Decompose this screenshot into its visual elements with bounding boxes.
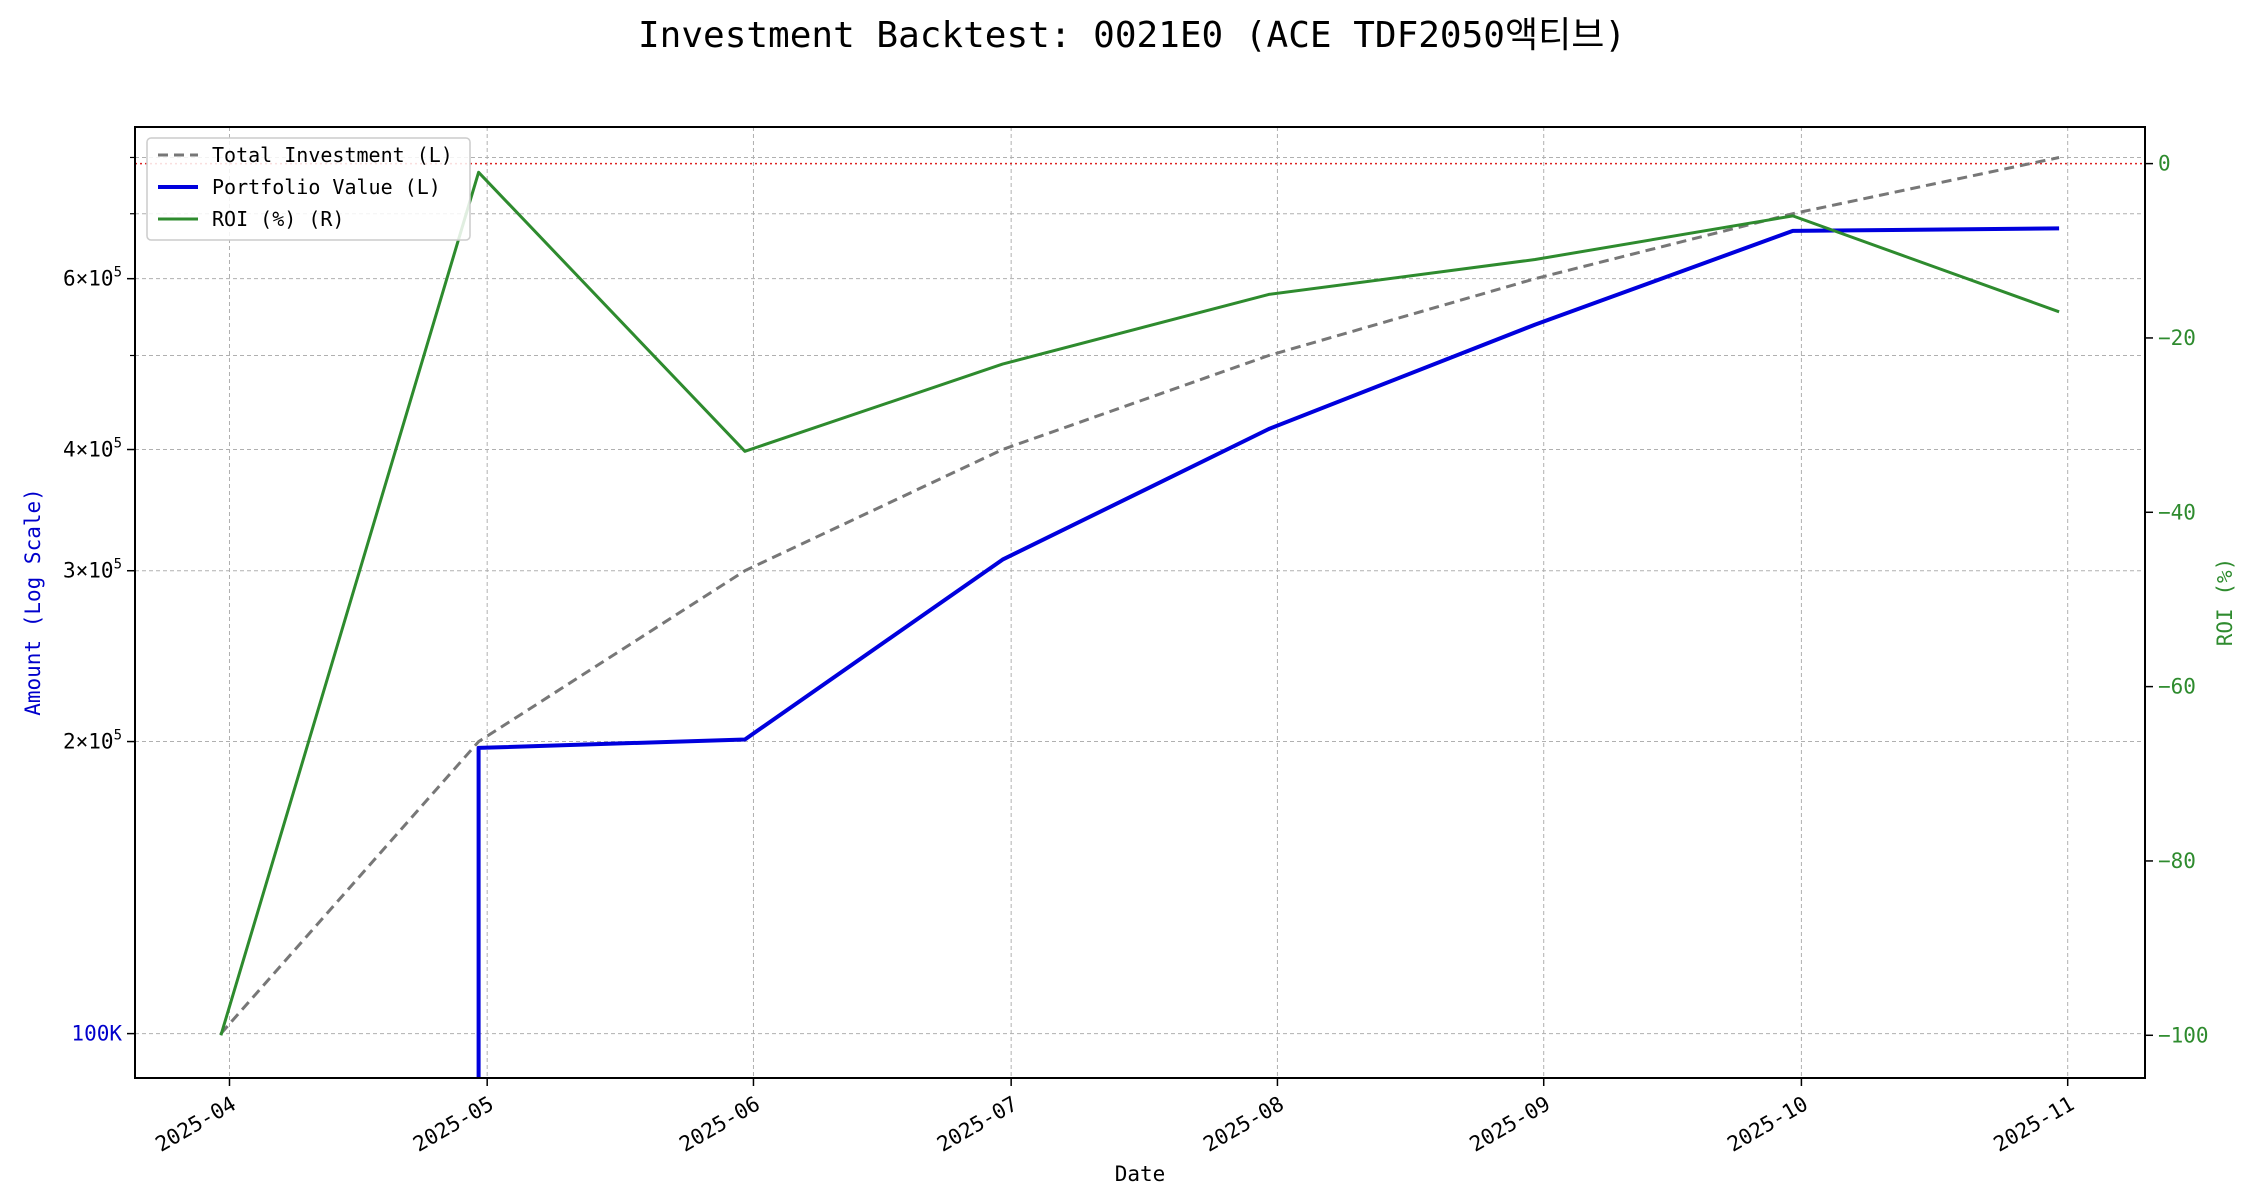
x-tick-label: 2025-11 (1990, 1092, 2079, 1157)
y-right-tick-label: −40 (2158, 500, 2196, 524)
series-line-1 (476, 226, 2060, 1078)
x-tick-label: 2025-08 (1199, 1092, 1288, 1157)
y-left-tick-label: 6×105 (63, 265, 122, 291)
y-left-tick-label: 100K (71, 1022, 122, 1046)
y-right-tick-label: −80 (2158, 849, 2196, 873)
y-right-tick-label: −60 (2158, 675, 2196, 699)
series-layer (135, 156, 2145, 1078)
x-tick-label: 2025-09 (1466, 1092, 1555, 1157)
y-right-tick-label: −20 (2158, 326, 2196, 350)
x-tick-label: 2025-07 (933, 1092, 1022, 1157)
legend-box (146, 137, 471, 241)
legend-label: ROI (%) (R) (212, 207, 344, 231)
x-tick-label: 2025-05 (409, 1092, 498, 1157)
axes-layer: 2025-04 2025-05 2025-06 2025-07 2025-08 2025-… (63, 152, 2209, 1157)
x-axis-label: Date (1115, 1162, 1166, 1186)
chart-title: Investment Backtest: 0021E0 (ACE TDF2050… (638, 15, 1626, 56)
series-line-0 (219, 156, 2060, 1035)
x-tick-label: 2025-10 (1723, 1092, 1812, 1157)
y-right-tick-label: 0 (2158, 152, 2171, 176)
y-right-tick-label: −100 (2158, 1023, 2209, 1047)
legend-label: Total Investment (L) (212, 143, 453, 167)
y-axis-label-right: ROI (%) (2213, 558, 2237, 647)
y-axis-label-left: Amount (Log Scale) (21, 488, 45, 716)
series-line-2 (219, 170, 2060, 1036)
plot-frame (134, 126, 2146, 1079)
y-left-tick-label: 4×105 (63, 436, 122, 462)
x-tick-label: 2025-06 (675, 1092, 764, 1157)
legend-label: Portfolio Value (L) (212, 175, 441, 199)
y-left-tick-label: 2×105 (63, 728, 122, 754)
y-left-tick-label: 3×105 (63, 557, 122, 583)
legend: Total Investment (L) Portfolio Value (L) R… (146, 137, 471, 241)
grid-layer (135, 127, 2145, 1078)
x-tick-label: 2025-04 (151, 1092, 240, 1157)
